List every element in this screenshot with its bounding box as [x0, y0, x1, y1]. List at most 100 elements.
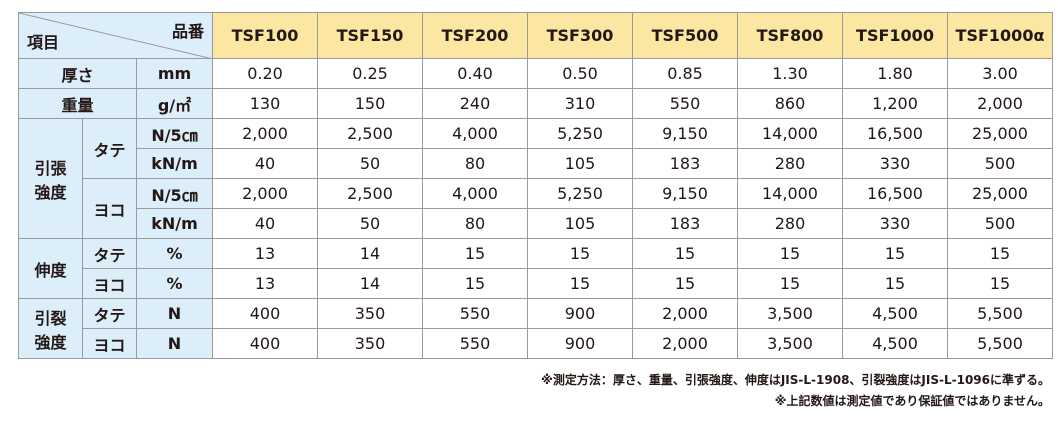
value: 350 — [317, 298, 423, 329]
group-label: 引裂 強度 — [18, 298, 83, 359]
product-header: TSF150 — [317, 12, 423, 59]
unit: kN/m — [136, 148, 213, 179]
value: 1.80 — [842, 58, 948, 89]
value: 14,000 — [737, 178, 843, 209]
value: 9,150 — [632, 118, 738, 149]
value: 15 — [737, 238, 843, 269]
value: 40 — [212, 208, 318, 239]
value: 900 — [527, 328, 633, 359]
value: 280 — [737, 208, 843, 239]
value: 5,500 — [947, 298, 1053, 329]
value: 240 — [422, 88, 528, 119]
value: 2,000 — [632, 298, 738, 329]
value: 5,250 — [527, 118, 633, 149]
value: 0.50 — [527, 58, 633, 89]
value: 15 — [422, 238, 528, 269]
row: 引張 強度 タテ N/5㎝ 2,000 2,500 4,000 5,250 9,150 14,00… — [18, 118, 1053, 239]
unit: N — [136, 298, 213, 329]
header-row: 項目 品番 TSF100 TSF150 TSF200 TSF300 TSF500 TSF8… — [18, 12, 1053, 59]
sub-label: ヨコ — [82, 328, 137, 359]
row: 引裂強度 タテ N 400 350 550 900 2,000 3,500 4,500 5,500 — [18, 298, 1053, 359]
corner-cell: 項目 品番 — [18, 12, 213, 59]
value: 500 — [947, 148, 1053, 179]
value: 0.20 — [212, 58, 318, 89]
value: 5,500 — [947, 328, 1053, 359]
value: 15 — [527, 268, 633, 299]
group-label-line: 重量 — [61, 95, 94, 115]
value: 330 — [842, 148, 948, 179]
value: 183 — [632, 148, 738, 179]
value: 4,500 — [842, 328, 948, 359]
unit: N/5㎝ — [136, 118, 213, 149]
value: 16,500 — [842, 178, 948, 209]
value: 4,000 — [422, 178, 528, 209]
note: ※上記数値は測定値であり保証値ではありません。 — [774, 394, 1050, 408]
value: 1.30 — [737, 58, 843, 89]
value: 15 — [842, 268, 948, 299]
unit: kN/m — [136, 208, 213, 239]
value: 9,150 — [632, 178, 738, 209]
group-label: 引張 強度 — [18, 118, 83, 239]
value: 183 — [632, 208, 738, 239]
product-header: TSF1000 — [842, 12, 948, 59]
value: 14 — [317, 268, 423, 299]
unit: N/5㎝ — [136, 178, 213, 209]
product-header: TSF800 — [737, 12, 843, 59]
value: 3,500 — [737, 298, 843, 329]
sub-label: タテ — [82, 298, 137, 329]
product-header: TSF300 — [527, 12, 633, 59]
value: 550 — [422, 298, 528, 329]
number-label: 品番 — [171, 22, 204, 41]
unit: % — [136, 268, 213, 299]
product-header: TSF100 — [212, 12, 318, 59]
value: 0.25 — [317, 58, 423, 89]
value: 105 — [527, 148, 633, 179]
value: 2,000 — [632, 328, 738, 359]
value: 3.00 — [947, 58, 1053, 89]
value: 50 — [317, 208, 423, 239]
group-label-line: 厚さ — [61, 65, 94, 85]
unit: % — [136, 238, 213, 269]
value: 0.85 — [632, 58, 738, 89]
unit: g/㎡ — [136, 88, 213, 119]
group-label-line: 引裂 — [34, 308, 67, 328]
value: 900 — [527, 298, 633, 329]
value: 310 — [527, 88, 633, 119]
sub-label: ヨコ — [82, 178, 137, 239]
group-label: 伸度 — [18, 238, 83, 299]
value: 5,250 — [527, 178, 633, 209]
value: 550 — [632, 88, 738, 119]
value: 15 — [737, 268, 843, 299]
group-label-line: 引張 — [34, 158, 67, 178]
row: ヨコ N/5㎝ 2,000 2,500 4,000 5,250 9,150 14,000 16,… — [19, 178, 1053, 239]
value: 550 — [422, 328, 528, 359]
product-header: TSF500 — [632, 12, 738, 59]
value: 860 — [737, 88, 843, 119]
value: 2,000 — [212, 178, 318, 209]
value: 2,000 — [947, 88, 1053, 119]
value: 2,500 — [317, 118, 423, 149]
value: 150 — [317, 88, 423, 119]
value: 4,500 — [842, 298, 948, 329]
value: 15 — [947, 268, 1053, 299]
group-label-line: 強度 — [34, 332, 67, 352]
value: 25,000 — [947, 178, 1053, 209]
value: 14 — [317, 238, 423, 269]
diagonal — [19, 13, 213, 59]
value: 350 — [317, 328, 423, 359]
sub-label: タテ — [82, 238, 137, 269]
value: 16,500 — [842, 118, 948, 149]
value: 50 — [317, 148, 423, 179]
value: 15 — [422, 268, 528, 299]
unit: N — [136, 328, 213, 359]
value: 15 — [527, 238, 633, 269]
value: 15 — [632, 238, 738, 269]
value: 1,200 — [842, 88, 948, 119]
value: 15 — [632, 268, 738, 299]
group-label-line: 強度 — [34, 182, 67, 202]
value: 400 — [212, 298, 318, 329]
group-label: 厚さ — [18, 58, 137, 89]
value: 80 — [422, 208, 528, 239]
value: 400 — [212, 328, 318, 359]
